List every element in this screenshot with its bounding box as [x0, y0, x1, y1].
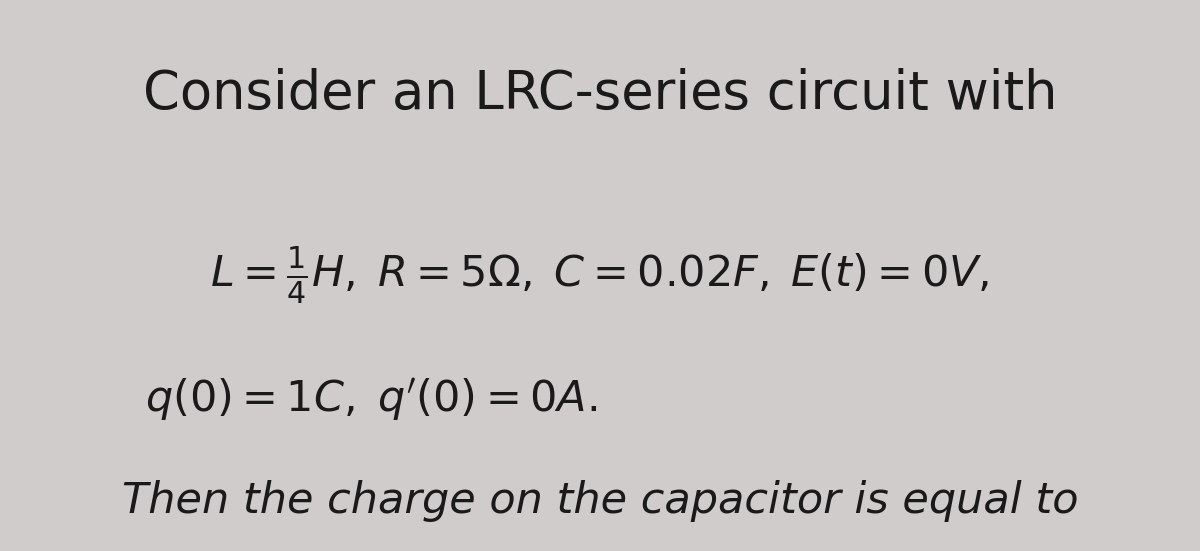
Text: $L = \frac{1}{4}H,\; R = 5\Omega,\; C = 0.02F,\; E(t) = 0V,$: $L = \frac{1}{4}H,\; R = 5\Omega,\; C = … — [210, 245, 990, 306]
Text: Consider an LRC-series circuit with: Consider an LRC-series circuit with — [143, 68, 1057, 120]
Text: $q(0) = 1C,\; q'(0) = 0A.$: $q(0) = 1C,\; q'(0) = 0A.$ — [145, 376, 598, 423]
Text: Then the charge on the capacitor is equal to: Then the charge on the capacitor is equa… — [121, 480, 1079, 522]
